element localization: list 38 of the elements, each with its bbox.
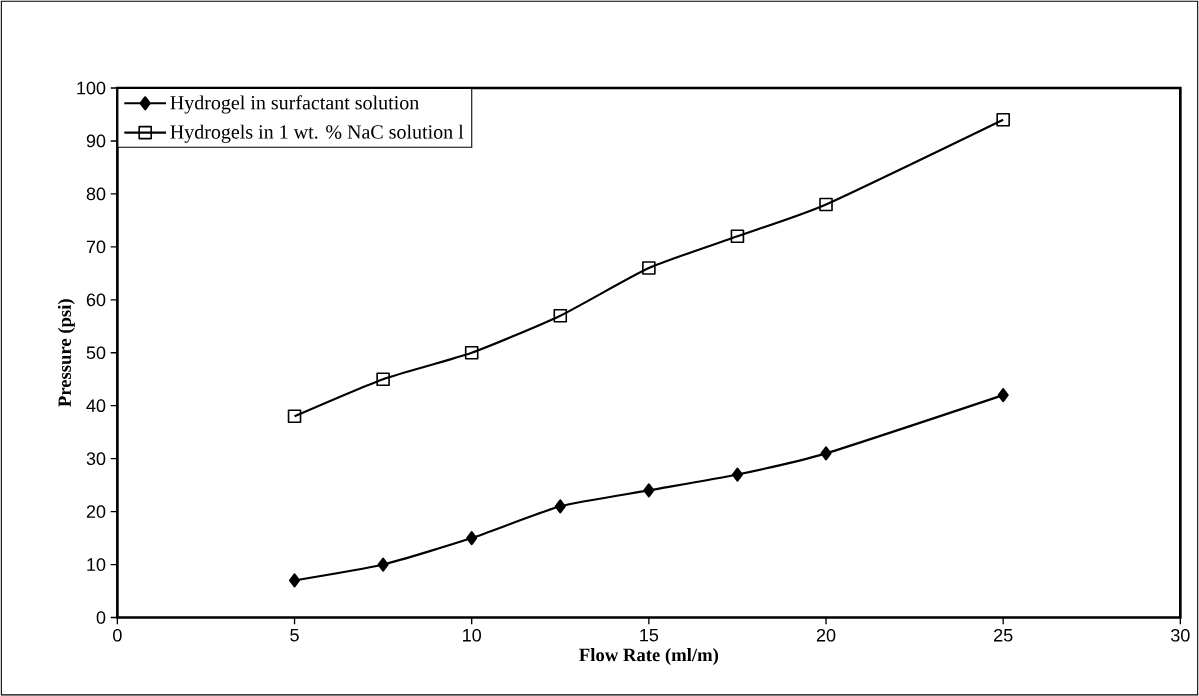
point xyxy=(642,261,656,275)
legend-label: Hydrogels in 1 wt. % NaC solution l xyxy=(170,124,464,143)
point xyxy=(377,557,389,572)
point xyxy=(466,530,478,546)
point xyxy=(553,308,568,323)
y-tick-label: 20 xyxy=(86,505,106,518)
point xyxy=(288,573,301,588)
legend-label: Hydrogel in surfactant solution xyxy=(170,95,419,114)
y-tick-label: 40 xyxy=(86,399,106,412)
x-tick-label: 30 xyxy=(1171,628,1190,642)
y-tick-label: 60 xyxy=(86,293,106,307)
y-tick-label: 90 xyxy=(86,134,106,148)
point xyxy=(996,112,1010,127)
point xyxy=(731,467,744,482)
point xyxy=(730,229,745,243)
x-tick-label: 15 xyxy=(640,628,659,642)
point xyxy=(820,446,832,461)
point xyxy=(819,197,833,212)
point xyxy=(287,409,302,424)
point xyxy=(464,345,479,360)
y-tick-label: 10 xyxy=(87,558,106,571)
y-tick-label: 80 xyxy=(86,187,106,201)
x-tick-label: 10 xyxy=(463,628,481,642)
y-tick-label: 50 xyxy=(86,346,106,360)
point xyxy=(376,372,390,386)
point xyxy=(643,483,655,498)
x-tick-label: 0 xyxy=(113,628,122,642)
y-tick-label: 30 xyxy=(86,452,106,465)
x-axis-title: Flow Rate (ml/m) xyxy=(579,648,719,665)
point xyxy=(997,387,1009,403)
x-tick-label: 25 xyxy=(994,628,1013,642)
point xyxy=(554,499,566,514)
y-tick-label: 0 xyxy=(96,611,106,624)
y-tick-label: 70 xyxy=(86,240,106,254)
x-tick-label: 20 xyxy=(816,628,836,642)
x-tick-label: 5 xyxy=(290,628,299,642)
y-axis-title: Pressure (psi) xyxy=(57,299,75,407)
y-tick-label: 100 xyxy=(77,81,106,95)
